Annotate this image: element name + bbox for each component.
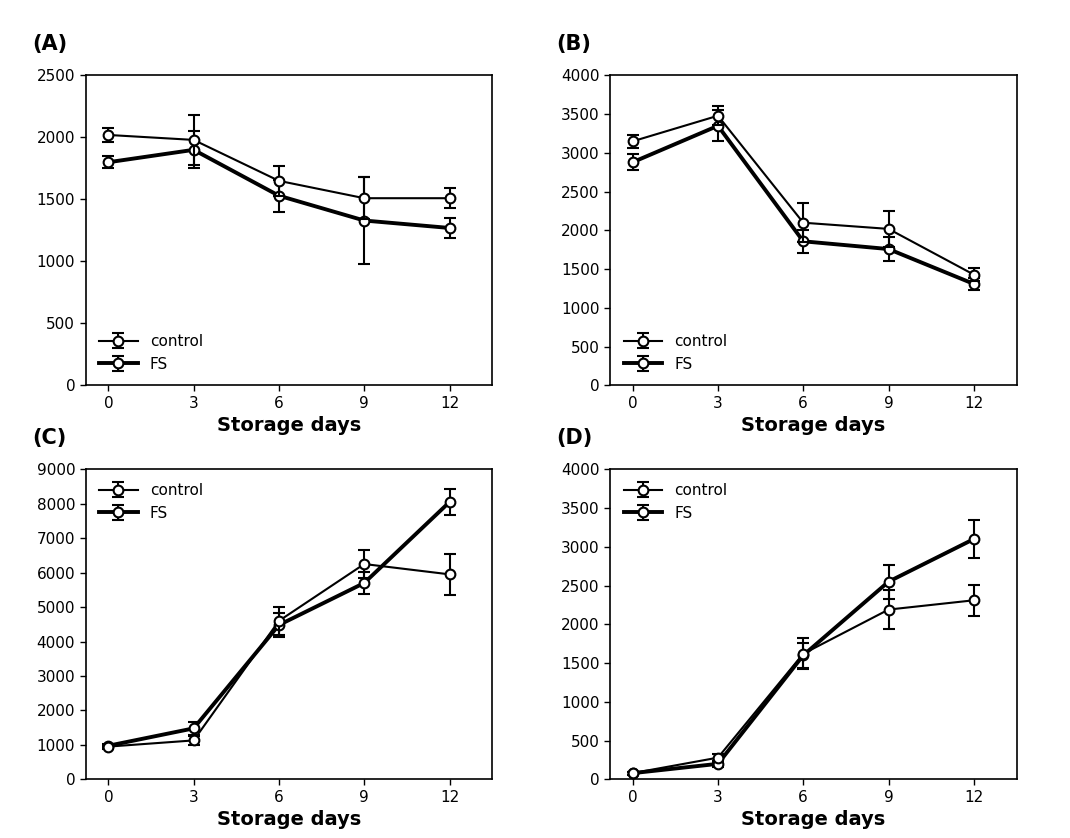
Text: (C): (C)	[32, 428, 66, 448]
X-axis label: Storage days: Storage days	[217, 416, 361, 436]
Text: (A): (A)	[32, 34, 67, 54]
Text: (D): (D)	[556, 428, 593, 448]
Legend: control, FS: control, FS	[93, 328, 209, 378]
Legend: control, FS: control, FS	[93, 477, 209, 527]
Legend: control, FS: control, FS	[617, 328, 733, 378]
Legend: control, FS: control, FS	[617, 477, 733, 527]
X-axis label: Storage days: Storage days	[217, 810, 361, 830]
X-axis label: Storage days: Storage days	[742, 416, 885, 436]
X-axis label: Storage days: Storage days	[742, 810, 885, 830]
Text: (B): (B)	[556, 34, 592, 54]
